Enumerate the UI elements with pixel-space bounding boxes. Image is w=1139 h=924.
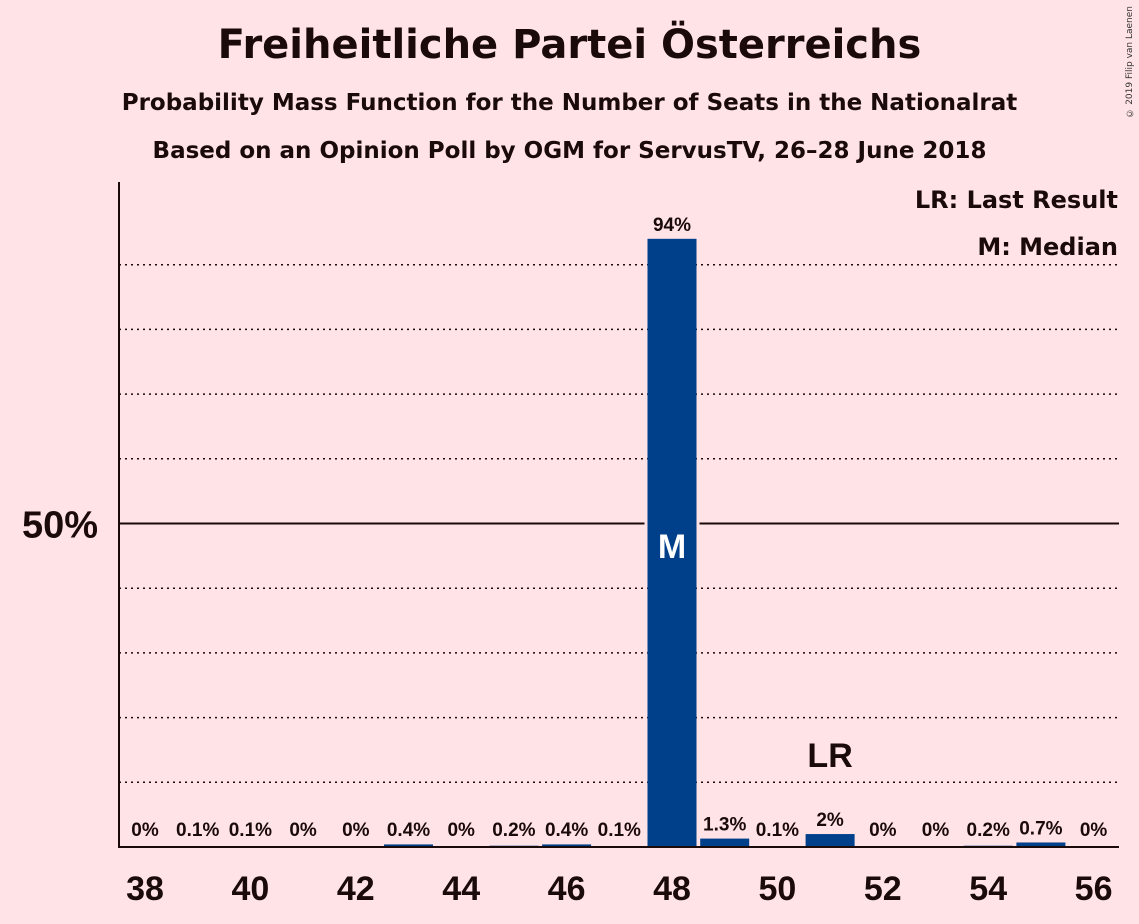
median-gap-left <box>644 521 648 526</box>
value-label-seat-44: 0% <box>447 820 475 841</box>
value-label-seat-56: 0% <box>1080 820 1108 841</box>
chart-subtitle: Probability Mass Function for the Number… <box>121 90 1018 116</box>
value-label-seat-49: 1.3% <box>703 815 746 836</box>
last-result-marker: LR <box>807 737 852 775</box>
bar-seat-55 <box>1016 842 1066 847</box>
bar-seat-46 <box>542 844 592 847</box>
x-tick-label-54: 54 <box>969 870 1007 908</box>
bar-seat-48 <box>647 238 697 847</box>
value-label-seat-48: 94% <box>653 215 691 236</box>
bar-seat-51 <box>805 834 855 847</box>
x-tick-label-46: 46 <box>548 870 586 908</box>
chart-title: Freiheitliche Partei Österreichs <box>217 22 922 68</box>
x-tick-label-50: 50 <box>758 870 796 908</box>
x-tick-label-56: 56 <box>1075 870 1113 908</box>
value-label-seat-42: 0% <box>342 820 370 841</box>
value-label-seat-45: 0.2% <box>492 820 535 841</box>
value-label-seat-55: 0.7% <box>1019 818 1062 839</box>
x-tick-label-52: 52 <box>864 870 902 908</box>
x-tick-label-40: 40 <box>231 870 269 908</box>
value-label-seat-51: 2% <box>816 810 844 831</box>
median-gap-right <box>696 521 700 526</box>
bar-seat-43 <box>384 844 433 847</box>
value-label-seat-41: 0% <box>289 820 317 841</box>
value-label-seat-54: 0.2% <box>967 820 1010 841</box>
value-label-seat-38: 0% <box>131 820 159 841</box>
value-label-seat-52: 0% <box>869 820 897 841</box>
value-label-seat-50: 0.1% <box>756 820 799 841</box>
value-label-seat-53: 0% <box>922 820 950 841</box>
value-label-seat-39: 0.1% <box>176 820 219 841</box>
value-label-seat-43: 0.4% <box>387 820 430 841</box>
legend-last-result: LR: Last Result <box>914 186 1118 214</box>
value-label-seat-40: 0.1% <box>229 820 272 841</box>
value-label-seat-46: 0.4% <box>545 820 588 841</box>
y-tick-label-50: 50% <box>22 505 98 547</box>
bar-seat-49 <box>700 838 750 847</box>
x-tick-label-42: 42 <box>337 870 375 908</box>
x-tick-label-44: 44 <box>442 870 480 908</box>
x-tick-label-38: 38 <box>126 870 164 908</box>
value-label-seat-47: 0.1% <box>598 820 641 841</box>
chart-subtitle-poll: Based on an Opinion Poll by OGM for Serv… <box>152 138 987 164</box>
x-tick-label-48: 48 <box>653 870 691 908</box>
legend-median: M: Median <box>977 233 1118 261</box>
median-marker: M <box>658 528 686 566</box>
